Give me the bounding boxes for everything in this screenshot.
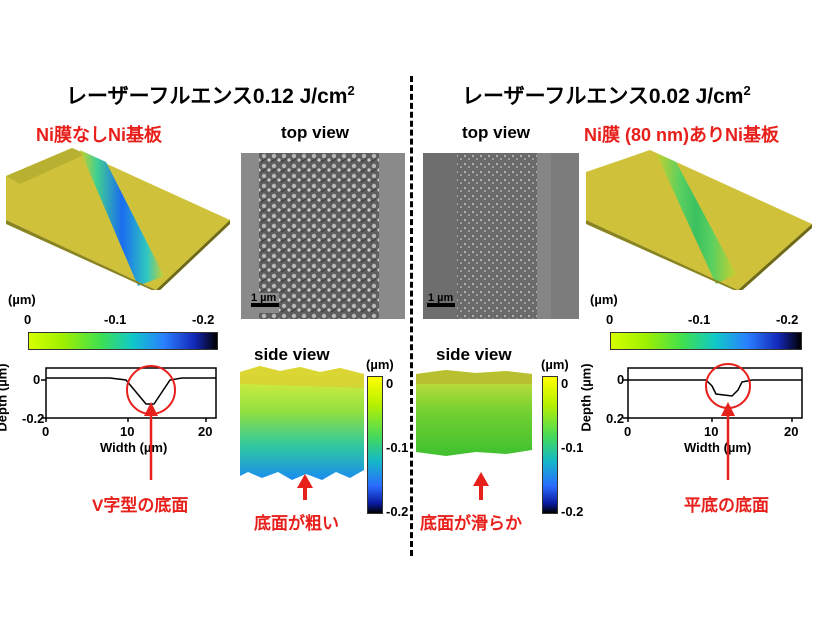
left-colorbar-tick-2: -0.2 [192,312,215,327]
left-side-annotation: 底面が粗い [254,514,339,533]
right-side-colorbar-tick-2: -0.2 [561,504,584,519]
right-colorbar [610,332,802,350]
left-profile-xtick-1: 10 [120,424,135,439]
left-side-colorbar-tick-2: -0.2 [386,504,409,519]
right-profile-xlabel: Width (µm) [684,440,752,455]
right-profile-xtick-1: 10 [704,424,719,439]
left-profile-annotation: V字型の底面 [92,496,189,515]
right-side-colorbar-tick-0: 0 [561,376,569,391]
right-profile-ytick-0: 0 [617,372,625,387]
right-profile-ytick-1: 0.2 [606,411,625,426]
left-sem-top-view-image [241,153,405,319]
left-side-view-label: side view [254,345,330,364]
left-afm-3d-image [6,148,230,290]
right-profile-xtick-2: 20 [784,424,799,439]
left-title: レーザーフルエンス0.12 J/cm2 [66,83,355,108]
right-profile-line [628,379,802,397]
right-sem-top-view-image [423,153,579,319]
right-side-colorbar-tick-1: -0.1 [561,440,584,455]
right-side-colorbar [542,376,558,514]
left-side-colorbar-tick-0: 0 [386,376,394,391]
right-colorbar-tick-0: 0 [606,312,614,327]
right-scale-bar-label: 1 µm [428,292,454,304]
right-profile-annotation: 平底の底面 [684,496,769,515]
right-colorbar-tick-1: -0.1 [688,312,711,327]
left-depth-profile-plot [41,365,217,422]
right-title: レーザーフルエンス0.02 J/cm2 [462,83,751,108]
right-side-colorbar-unit: (µm) [541,357,569,372]
left-side-colorbar-tick-1: -0.1 [386,440,409,455]
left-colorbar-tick-0: 0 [24,312,32,327]
left-top-view-label: top view [281,123,350,142]
left-side-view-image [240,366,364,480]
right-sample-label: Ni膜 (80 nm)ありNi基板 [584,125,780,145]
right-depth-profile-plot [623,363,803,422]
left-sample-label: Ni膜なしNi基板 [36,125,162,145]
right-side-annotation: 底面が滑らか [420,514,522,533]
right-profile-xtick-0: 0 [624,424,632,439]
right-colorbar-unit: (µm) [590,292,618,307]
right-colorbar-tick-2: -0.2 [776,312,799,327]
left-colorbar-unit: (µm) [8,292,36,307]
left-colorbar [28,332,218,350]
left-side-colorbar [367,376,383,514]
left-profile-ytick-1: -0.2 [22,411,45,426]
left-colorbar-tick-1: -0.1 [104,312,127,327]
left-profile-xtick-0: 0 [42,424,50,439]
left-profile-line [46,377,216,405]
left-side-colorbar-unit: (µm) [366,357,394,372]
center-divider [410,76,413,556]
left-scale-bar-label: 1 µm [251,292,277,304]
right-side-view-image [416,370,532,456]
right-afm-3d-image [586,150,812,290]
right-top-view-label: top view [462,123,531,142]
right-side-view-label: side view [436,345,512,364]
left-profile-ytick-0: 0 [33,372,41,387]
left-profile-xtick-2: 20 [198,424,213,439]
